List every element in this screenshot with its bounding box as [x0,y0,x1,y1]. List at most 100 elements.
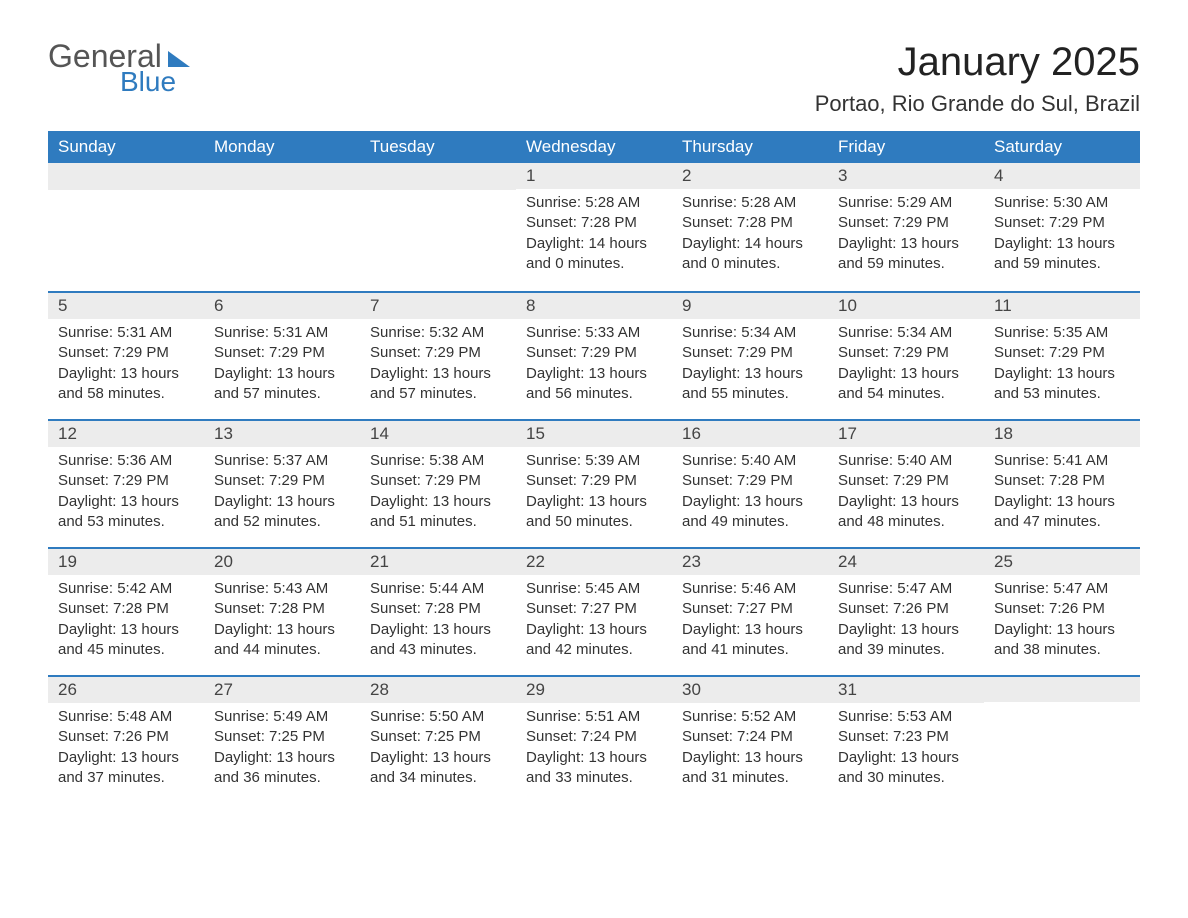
sunset-line-label: Sunset: [526,214,577,231]
sunset-line: Sunset: 7:29 PM [214,471,350,491]
sunset-line-label: Sunset: [58,728,109,745]
calendar-cell: 11Sunrise: 5:35 AMSunset: 7:29 PMDayligh… [984,291,1140,419]
calendar-cell: 25Sunrise: 5:47 AMSunset: 7:26 PMDayligh… [984,547,1140,675]
sunrise-line-value: 5:33 AM [585,324,640,341]
sunrise-line-value: 5:50 AM [429,708,484,725]
daylight-line: Daylight: 13 hours and 44 minutes. [214,620,350,661]
sunrise-line-label: Sunrise: [526,708,581,725]
day-body: Sunrise: 5:51 AMSunset: 7:24 PMDaylight:… [516,703,672,796]
daylight-line-label: Daylight: [370,621,428,638]
calendar-cell: 2Sunrise: 5:28 AMSunset: 7:28 PMDaylight… [672,163,828,291]
sunrise-line: Sunrise: 5:28 AM [526,193,662,213]
sunset-line-label: Sunset: [58,600,109,617]
daylight-line-label: Daylight: [682,365,740,382]
sunrise-line: Sunrise: 5:34 AM [838,323,974,343]
sunset-line-value: 7:29 PM [1049,214,1105,231]
empty-day-bar [48,163,204,190]
sunrise-line-label: Sunrise: [838,324,893,341]
sunrise-line-label: Sunrise: [838,580,893,597]
sunrise-line-label: Sunrise: [58,708,113,725]
sunrise-line-label: Sunrise: [994,452,1049,469]
day-number-bar: 5 [48,291,204,319]
daylight-line-label: Daylight: [58,749,116,766]
sunrise-line-label: Sunrise: [526,580,581,597]
sunrise-line: Sunrise: 5:43 AM [214,579,350,599]
sunset-line-label: Sunset: [994,472,1045,489]
sunset-line: Sunset: 7:29 PM [58,343,194,363]
daylight-line-label: Daylight: [526,235,584,252]
day-number-bar: 1 [516,163,672,189]
sunset-line-value: 7:28 PM [581,214,637,231]
sunset-line: Sunset: 7:25 PM [214,727,350,747]
calendar-body: 1Sunrise: 5:28 AMSunset: 7:28 PMDaylight… [48,163,1140,803]
calendar-cell: 12Sunrise: 5:36 AMSunset: 7:29 PMDayligh… [48,419,204,547]
daylight-line: Daylight: 13 hours and 52 minutes. [214,492,350,533]
daylight-line-label: Daylight: [370,749,428,766]
day-body: Sunrise: 5:47 AMSunset: 7:26 PMDaylight:… [984,575,1140,668]
sunset-line: Sunset: 7:29 PM [526,343,662,363]
daylight-line: Daylight: 13 hours and 56 minutes. [526,364,662,405]
empty-day-bar [204,163,360,190]
daylight-line: Daylight: 13 hours and 42 minutes. [526,620,662,661]
day-body: Sunrise: 5:53 AMSunset: 7:23 PMDaylight:… [828,703,984,796]
sunrise-line-value: 5:42 AM [117,580,172,597]
day-number-bar: 11 [984,291,1140,319]
sunrise-line: Sunrise: 5:34 AM [682,323,818,343]
day-number-bar: 13 [204,419,360,447]
daylight-line: Daylight: 14 hours and 0 minutes. [682,234,818,275]
daylight-line-label: Daylight: [526,365,584,382]
logo-triangle-icon [168,51,190,67]
daylight-line: Daylight: 13 hours and 34 minutes. [370,748,506,789]
sunset-line-label: Sunset: [214,472,265,489]
sunset-line-label: Sunset: [838,344,889,361]
sunrise-line: Sunrise: 5:38 AM [370,451,506,471]
sunrise-line-value: 5:35 AM [1053,324,1108,341]
sunset-line-label: Sunset: [526,472,577,489]
sunrise-line-label: Sunrise: [838,194,893,211]
sunrise-line-value: 5:41 AM [1053,452,1108,469]
daylight-line-label: Daylight: [994,365,1052,382]
sunset-line-label: Sunset: [838,600,889,617]
day-number-bar: 2 [672,163,828,189]
calendar-thead: SundayMondayTuesdayWednesdayThursdayFrid… [48,131,1140,163]
daylight-line: Daylight: 13 hours and 57 minutes. [370,364,506,405]
calendar-row: 5Sunrise: 5:31 AMSunset: 7:29 PMDaylight… [48,291,1140,419]
day-body: Sunrise: 5:46 AMSunset: 7:27 PMDaylight:… [672,575,828,668]
sunrise-line-label: Sunrise: [214,708,269,725]
sunrise-line-label: Sunrise: [994,194,1049,211]
day-body: Sunrise: 5:36 AMSunset: 7:29 PMDaylight:… [48,447,204,540]
sunset-line: Sunset: 7:28 PM [58,599,194,619]
sunrise-line: Sunrise: 5:52 AM [682,707,818,727]
daylight-line-label: Daylight: [370,493,428,510]
sunrise-line-value: 5:53 AM [897,708,952,725]
sunset-line-value: 7:23 PM [893,728,949,745]
sunset-line-value: 7:29 PM [1049,344,1105,361]
sunset-line-label: Sunset: [214,344,265,361]
daylight-line-label: Daylight: [214,621,272,638]
calendar-row: 19Sunrise: 5:42 AMSunset: 7:28 PMDayligh… [48,547,1140,675]
logo-word-blue: Blue [120,68,190,96]
sunrise-line-label: Sunrise: [682,452,737,469]
weekday-header: Sunday [48,131,204,163]
calendar-row: 1 Sunrise: 5:28 AMSunset: 7:28 PM Daylight… [48,163,1140,291]
sunrise-line-label: Sunrise: [370,580,425,597]
daylight-line-label: Daylight: [58,365,116,382]
sunrise-line-value: 5:32 AM [429,324,484,341]
sunset-line-label: Sunset: [370,728,421,745]
sunrise-line: Sunrise: 5:33 AM [526,323,662,343]
sunset-line: Sunset: 7:24 PM [682,727,818,747]
sunset-line: Sunset: 7:28 PM [370,599,506,619]
day-number-bar: 18 [984,419,1140,447]
sunrise-line-label: Sunrise: [370,708,425,725]
sunset-line-value: 7:28 PM [1049,472,1105,489]
sunrise-line-value: 5:34 AM [897,324,952,341]
calendar-cell: 17Sunrise: 5:40 AMSunset: 7:29 PMDayligh… [828,419,984,547]
sunset-line-label: Sunset: [838,728,889,745]
sunset-line: Sunset: 7:29 PM [682,471,818,491]
day-body: Sunrise: 5:40 AMSunset: 7:29 PMDaylight:… [828,447,984,540]
calendar-row: 26Sunrise: 5:48 AMSunset: 7:26 PMDayligh… [48,675,1140,803]
empty-day-bar [984,675,1140,702]
day-body: Sunrise: 5:29 AMSunset: 7:29 PMDaylight:… [828,189,984,282]
day-body: Sunrise: 5:48 AMSunset: 7:26 PMDaylight:… [48,703,204,796]
sunset-line-value: 7:27 PM [737,600,793,617]
